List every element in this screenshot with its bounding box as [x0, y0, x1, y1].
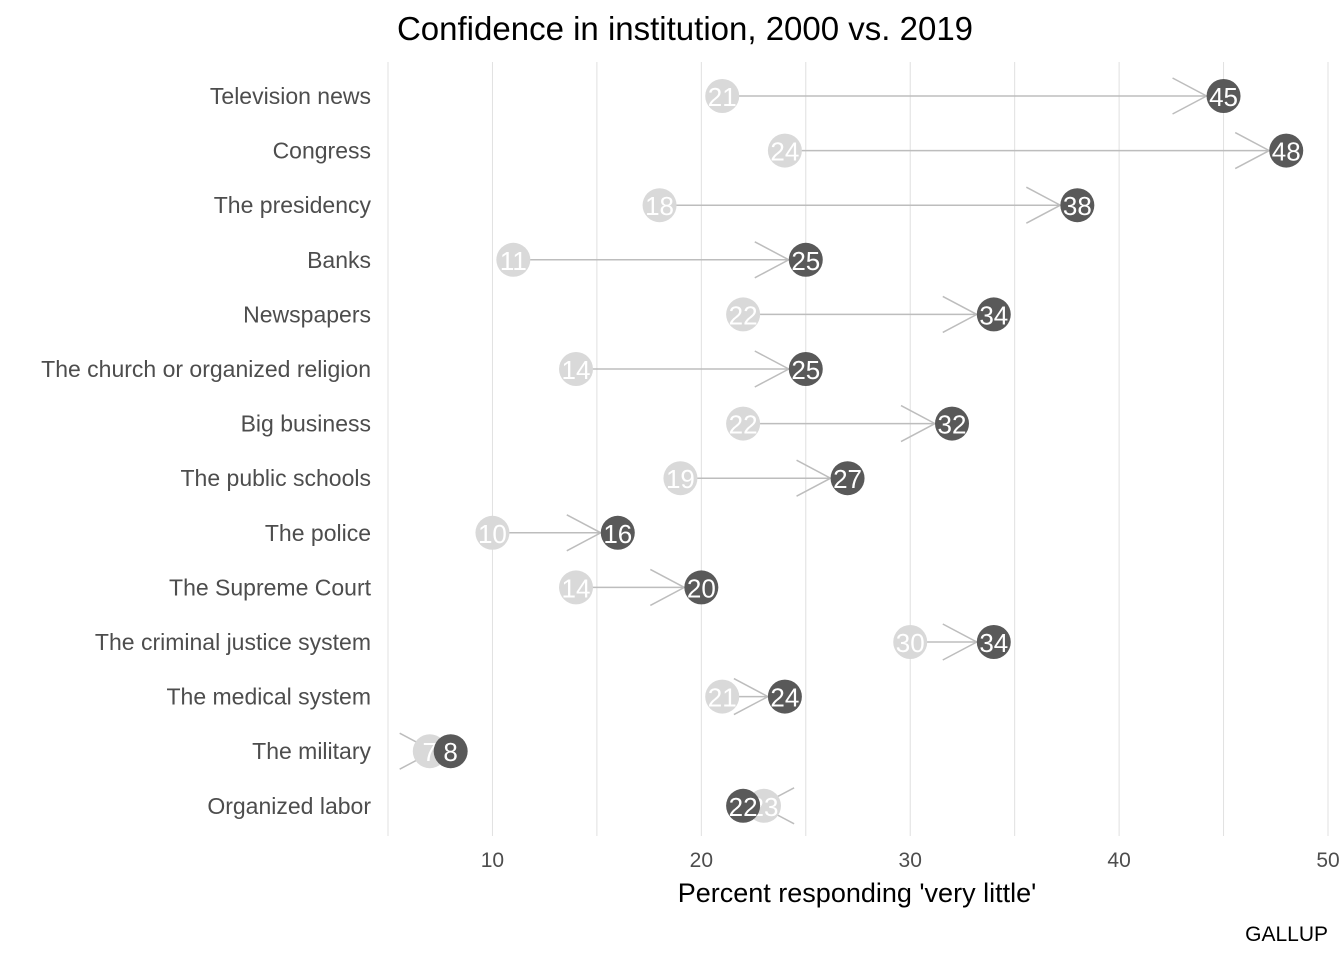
arrow [743, 404, 937, 443]
svg-text:10: 10 [478, 519, 507, 549]
arrow [722, 77, 1209, 115]
end-point: 8 [433, 734, 468, 769]
start-point: 22 [726, 406, 761, 441]
category-label: The military [252, 738, 371, 764]
category-label: Television news [210, 83, 371, 109]
end-point: 25 [788, 242, 823, 277]
points: 21 45 24 48 18 38 11 25 22 34 14 25 22 32 19 27 10 16 14 20… [412, 79, 1304, 823]
grid-lines [387, 62, 1329, 836]
svg-text:14: 14 [562, 573, 591, 603]
svg-text:20: 20 [687, 573, 716, 603]
svg-text:16: 16 [603, 519, 632, 549]
svg-text:22: 22 [729, 410, 758, 440]
arrow [680, 459, 833, 497]
x-tick-labels: 10 20 30 40 50 [481, 849, 1340, 872]
start-point: 14 [559, 352, 593, 386]
category-label: The presidency [214, 192, 372, 218]
x-tick-label: 30 [899, 849, 922, 872]
start-point: 18 [642, 188, 677, 223]
end-point: 22 [726, 788, 761, 823]
svg-text:18: 18 [645, 191, 674, 221]
start-point: 19 [663, 461, 698, 496]
svg-text:14: 14 [562, 355, 591, 385]
x-tick-label: 10 [481, 849, 504, 872]
start-point: 14 [559, 570, 593, 605]
start-point: 22 [726, 297, 761, 332]
category-label: The public schools [181, 465, 372, 491]
end-point: 38 [1060, 188, 1095, 223]
svg-text:48: 48 [1272, 137, 1301, 167]
end-point: 25 [788, 352, 823, 386]
end-point: 34 [976, 297, 1011, 332]
svg-text:32: 32 [938, 410, 967, 440]
arrow [743, 295, 979, 334]
end-point: 20 [684, 570, 719, 605]
svg-text:19: 19 [666, 464, 695, 494]
svg-text:21: 21 [708, 82, 737, 112]
category-label: The criminal justice system [95, 629, 371, 655]
start-point: 30 [893, 625, 928, 659]
svg-text:38: 38 [1063, 191, 1092, 221]
arrows [399, 77, 1271, 825]
svg-text:22: 22 [729, 300, 758, 330]
start-point: 24 [767, 133, 802, 168]
svg-text:25: 25 [791, 355, 820, 385]
svg-text:22: 22 [729, 792, 758, 822]
category-label: Congress [273, 138, 371, 164]
svg-text:11: 11 [500, 246, 527, 276]
chart-title: Confidence in institution, 2000 vs. 2019 [397, 10, 973, 47]
arrow [784, 131, 1271, 170]
category-label: The medical system [166, 684, 371, 710]
category-labels: Television news Congress The presidency Ban… [41, 83, 371, 819]
end-point: 48 [1269, 133, 1304, 168]
x-tick-label: 40 [1107, 849, 1130, 872]
end-point: 16 [600, 515, 635, 550]
category-label: The Supreme Court [169, 574, 372, 600]
x-tick-label: 50 [1316, 849, 1339, 872]
svg-text:25: 25 [791, 246, 820, 276]
category-label: Banks [307, 247, 371, 273]
svg-text:34: 34 [979, 300, 1008, 330]
arrow [513, 241, 791, 279]
x-tick-label: 20 [690, 849, 713, 872]
svg-text:21: 21 [708, 683, 737, 713]
end-point: 34 [976, 625, 1011, 659]
end-point: 27 [830, 461, 865, 496]
svg-text:24: 24 [770, 683, 799, 713]
svg-text:8: 8 [443, 737, 457, 767]
start-point: 21 [705, 79, 740, 113]
category-label: The police [265, 520, 371, 546]
category-label: Newspapers [243, 301, 371, 327]
svg-text:34: 34 [979, 628, 1008, 658]
arrow [576, 350, 791, 388]
category-label: Big business [241, 411, 371, 437]
category-label: Organized labor [207, 793, 371, 819]
arrow [659, 186, 1062, 224]
x-axis-title: Percent responding 'very little' [678, 878, 1037, 908]
start-point: 11 [496, 242, 531, 277]
svg-text:27: 27 [833, 464, 862, 494]
svg-text:45: 45 [1209, 82, 1238, 112]
category-label: The church or organized religion [41, 356, 371, 382]
end-point: 32 [935, 406, 969, 441]
svg-text:30: 30 [896, 628, 925, 658]
caption: GALLUP [1245, 923, 1328, 946]
svg-text:24: 24 [770, 137, 799, 167]
end-point: 24 [767, 679, 802, 714]
start-point: 10 [475, 515, 510, 550]
end-point: 45 [1206, 79, 1241, 113]
svg-text:7: 7 [423, 737, 437, 767]
start-point: 21 [705, 679, 740, 714]
